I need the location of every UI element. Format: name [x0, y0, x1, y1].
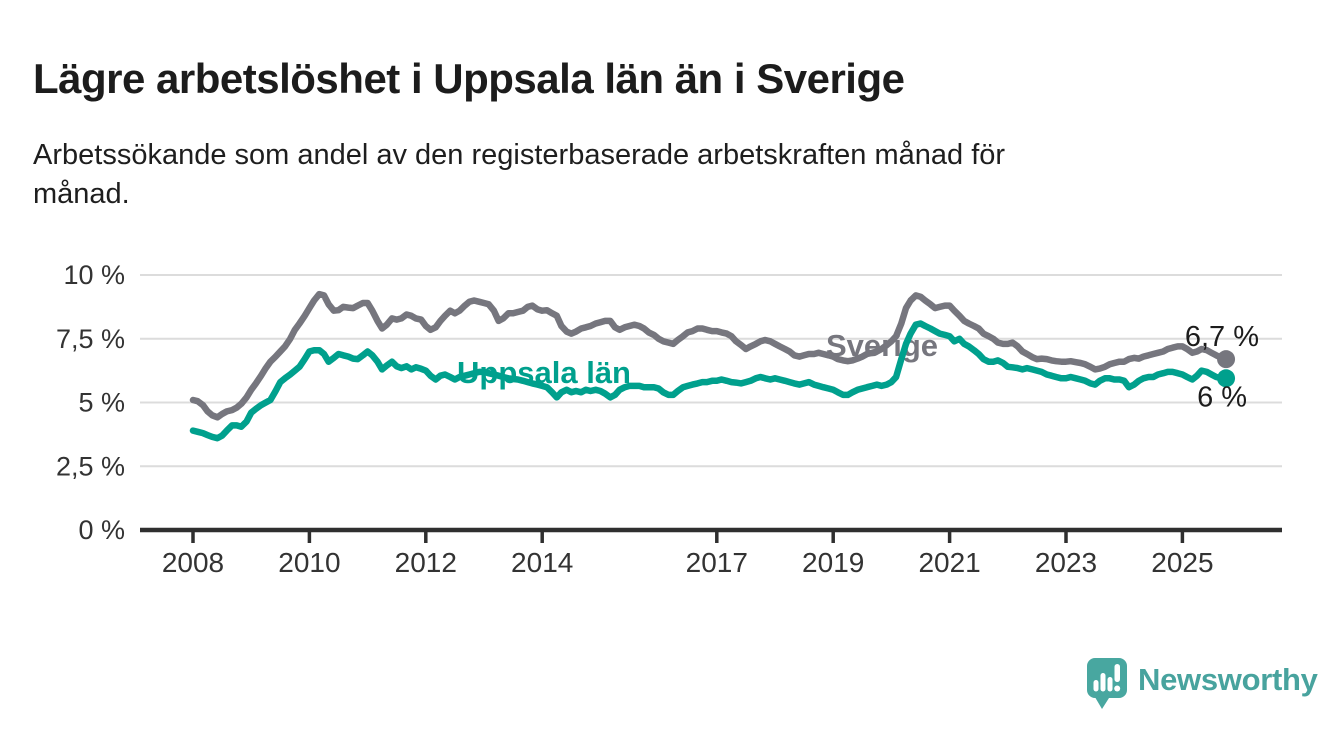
x-tick-label-2008: 2008: [162, 547, 224, 578]
exclamation-bar: [1114, 664, 1120, 682]
page-title: Lägre arbetslöshet i Uppsala län än i Sv…: [33, 55, 905, 103]
bar-1: [1093, 680, 1099, 692]
series-line-sverige: [189, 290, 1230, 421]
series-label-sverige: Sverige: [826, 328, 938, 363]
bar-2: [1100, 673, 1106, 692]
series-label-uppsala: Uppsala län: [457, 355, 631, 390]
y-tick-label-0: 0 %: [78, 515, 125, 545]
newsworthy-logo: Newsworthy: [1087, 658, 1318, 714]
y-tick-label-7.5: 7,5 %: [56, 324, 125, 354]
x-tick-label-2021: 2021: [918, 547, 980, 578]
page-subtitle-line-2: månad.: [33, 178, 130, 210]
page-subtitle-line-1: Arbetssökande som andel av den registerb…: [33, 139, 1006, 171]
series-end-value-label-sverige: 6,7 %: [1185, 321, 1259, 353]
x-tick-label-2014: 2014: [511, 547, 573, 578]
series-end-dot-uppsala: [1217, 369, 1236, 388]
x-tick-label-2023: 2023: [1035, 547, 1097, 578]
y-tick-label-5: 5 %: [78, 388, 125, 418]
speech-bubble-shape: [1087, 658, 1127, 709]
x-tick-label-2019: 2019: [802, 547, 864, 578]
x-tick-label-2012: 2012: [395, 547, 457, 578]
series-end-value-label-uppsala: 6 %: [1197, 381, 1247, 413]
bar-3: [1107, 677, 1113, 692]
series-line-uppsala: [189, 320, 1230, 442]
y-tick-label-10: 10 %: [63, 260, 125, 290]
exclamation-dot: [1114, 685, 1121, 692]
x-tick-label-2025: 2025: [1151, 547, 1213, 578]
x-tick-label-2017: 2017: [686, 547, 748, 578]
x-tick-label-2010: 2010: [278, 547, 340, 578]
series-end-dot-sverige: [1217, 350, 1236, 369]
brand-name: Newsworthy: [1138, 662, 1318, 697]
page-subtitle: Arbetssökande som andel av den registerb…: [33, 136, 1273, 214]
newsworthy-speech-bubble-chart-icon: [1087, 658, 1127, 709]
y-tick-label-2.5: 2,5 %: [56, 451, 125, 481]
